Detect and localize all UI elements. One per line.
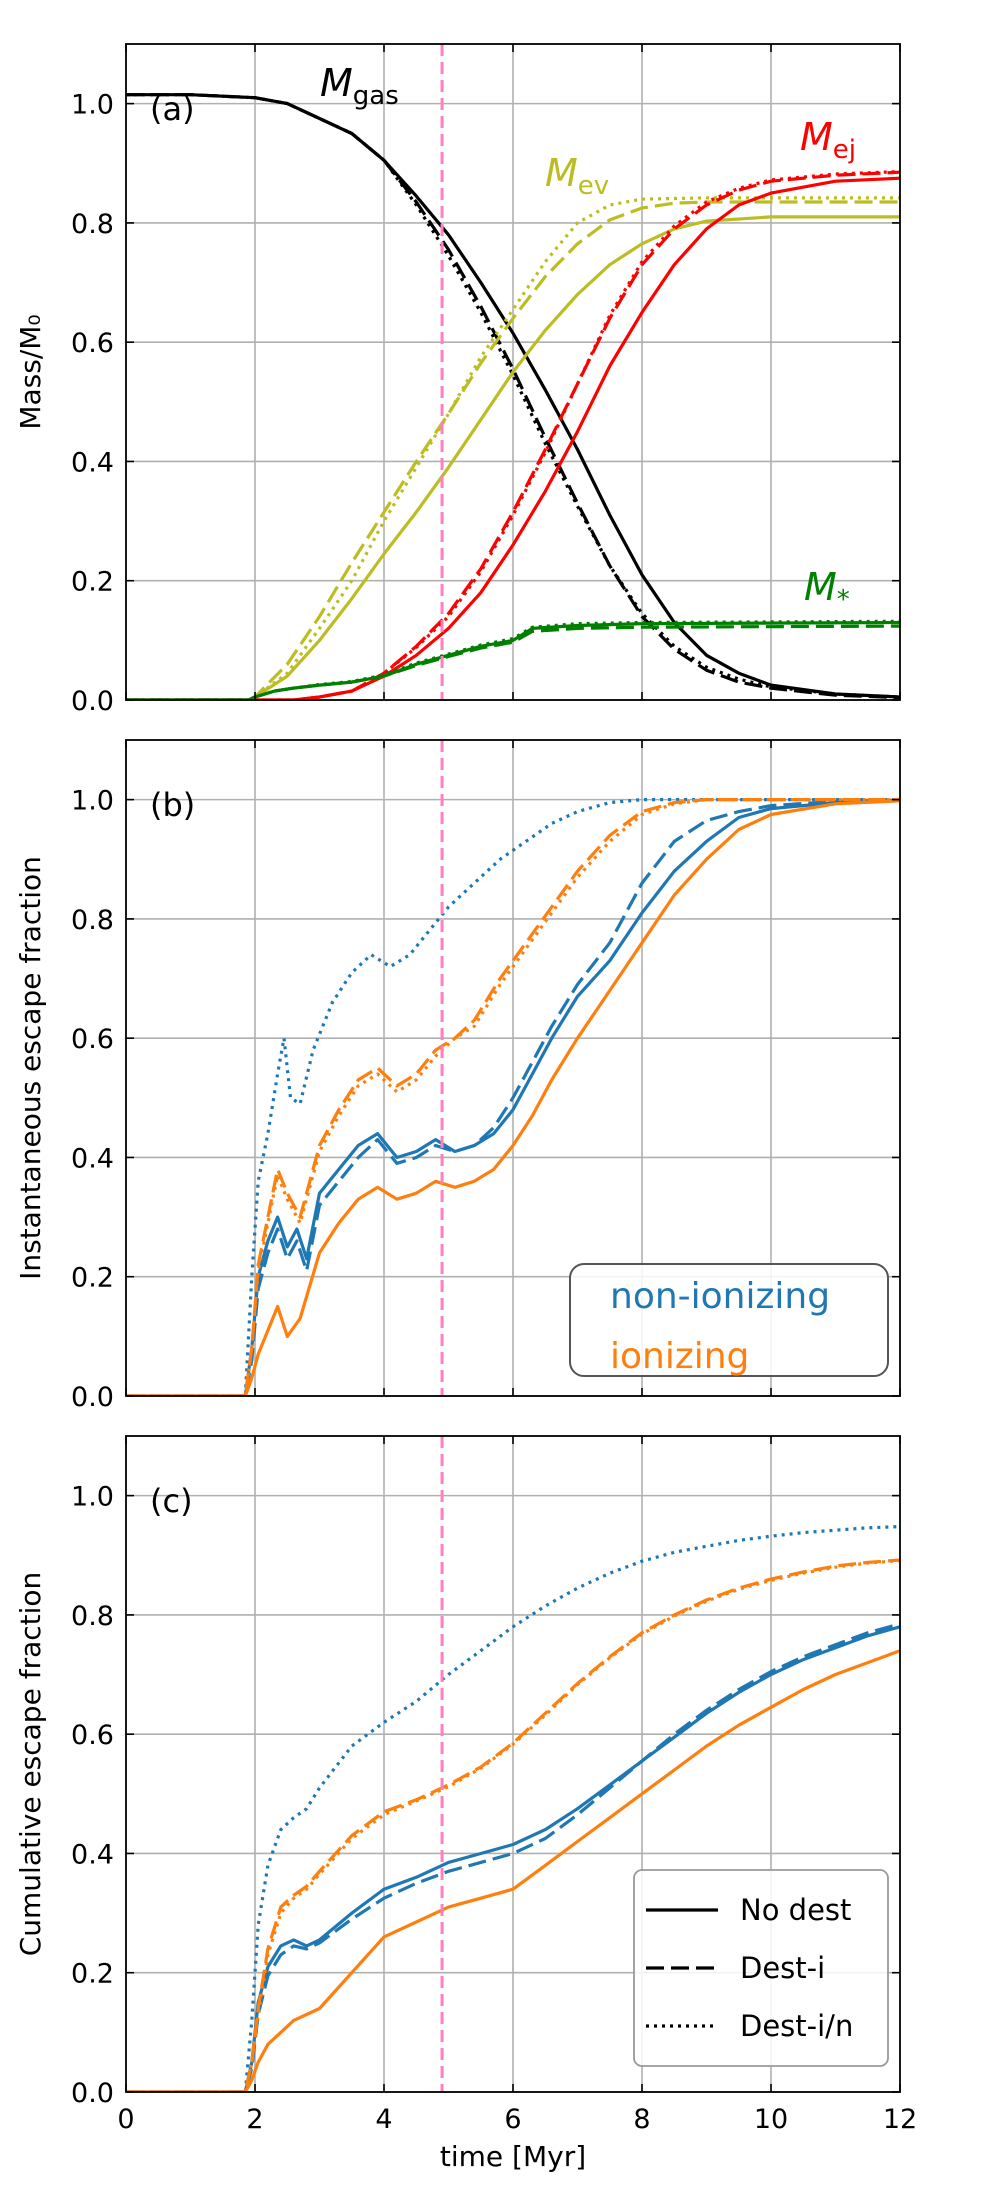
y-tick-label: 0.8 — [71, 1601, 114, 1632]
series-line-m-gas-dest-i-n — [126, 93, 900, 699]
x-tick-label: 0 — [117, 2104, 134, 2135]
y-tick-label: 0.4 — [71, 1143, 114, 1174]
series-line-ionizing-dest-i — [126, 798, 900, 1396]
y-tick-label: 0.0 — [71, 2078, 114, 2109]
series-line-ionizing-no-dest — [126, 799, 900, 1396]
y-tick-label: 0.2 — [71, 1959, 114, 1990]
series-line-m-ej-dest-i-n — [126, 170, 900, 700]
y-tick-label: 0.0 — [71, 686, 114, 717]
legend-entry-non-ionizing: non-ionizing — [610, 1276, 830, 1317]
series-line-non-ionizing-no-dest — [126, 1625, 900, 2092]
y-tick-label: 0.8 — [71, 209, 114, 240]
y-tick-label: 0.2 — [71, 1263, 114, 1294]
panel-label: (c) — [150, 1482, 193, 1520]
y-tick-label: 0.2 — [71, 567, 114, 598]
y-tick-label: 0.8 — [71, 905, 114, 936]
series-line-m-gas-no-dest — [126, 93, 900, 699]
y-tick-label: 0.4 — [71, 1839, 114, 1870]
series-label-m-gas: Mgas — [320, 61, 399, 111]
series-line-ionizing-no-dest — [126, 1649, 900, 2092]
y-tick-label: 1.0 — [71, 90, 114, 121]
panel-c-series — [126, 1525, 900, 2092]
series-line-m-ev-dest-i-n — [126, 196, 900, 700]
series-line-m-dest-i-n — [126, 619, 900, 700]
legend-entry-ionizing: ionizing — [610, 1336, 749, 1377]
legend-entry-no-dest: No dest — [740, 1893, 851, 1927]
legend-box — [569, 1263, 889, 1377]
y-tick-label: 0.6 — [71, 1024, 114, 1055]
panel-a-series — [126, 93, 900, 700]
series-line-non-ionizing-dest-i — [126, 1622, 900, 2092]
y-tick-label: 0.4 — [71, 447, 114, 478]
y-tick-label: 1.0 — [71, 1482, 114, 1513]
series-line-m-dest-i — [126, 624, 900, 700]
x-tick-label: 2 — [246, 2104, 263, 2135]
legend-entry-dest-i: Dest-i — [740, 1951, 825, 1985]
x-tick-label: 12 — [883, 2104, 917, 2135]
legend-entry-dest-i-n: Dest-i/n — [740, 2009, 853, 2043]
y-tick-label: 0.0 — [71, 1382, 114, 1413]
y-tick-label: 1.0 — [71, 786, 114, 817]
y-axis-title: Instantaneous escape fraction — [14, 856, 47, 1280]
series-line-non-ionizing-no-dest — [126, 799, 900, 1396]
panel-b: 0.0 0.2 0.4 0.6 0.8 1.0 Instantaneous escape f… — [14, 739, 901, 1413]
series-line-m-ev-no-dest — [126, 215, 900, 700]
x-tick-label: 4 — [375, 2104, 392, 2135]
x-tick-label: 6 — [504, 2104, 521, 2135]
y-axis-title: Cumulative escape fraction — [14, 1572, 47, 1957]
y-tick-label: 0.6 — [71, 328, 114, 359]
panel-label: (b) — [150, 786, 195, 824]
series-line-non-ionizing-dest-i — [126, 798, 900, 1396]
series-line-non-ionizing-dest-i-n — [126, 1525, 900, 2092]
y-axis-title: Mass/M₀ — [14, 314, 47, 429]
series-line-ionizing-dest-i-n — [126, 1559, 900, 2092]
legend-box — [633, 1869, 889, 2067]
series-label-m-ev: Mev — [545, 151, 609, 201]
x-tick-label: 8 — [633, 2104, 650, 2135]
series-label-m-ej: Mej — [800, 115, 856, 165]
panel-label: (a) — [150, 90, 195, 128]
series-line-m-gas-dest-i — [126, 93, 900, 700]
panel-c: 0 2 4 6 8 10 12 0.0 0.2 0.4 0.6 0.8 1.0 Cumulative es… — [14, 1435, 917, 2135]
series-label-m: M* — [804, 565, 850, 615]
y-tick-label: 0.6 — [71, 1720, 114, 1751]
x-axis-title: time [Myr] — [440, 2140, 586, 2173]
panel-b-series — [126, 798, 900, 1396]
x-tick-label: 10 — [754, 2104, 788, 2135]
panel-a: 0.0 0.2 0.4 0.6 0.8 1.0 Mass/M₀ (a) Mgas Mev Mej M* — [14, 43, 901, 717]
